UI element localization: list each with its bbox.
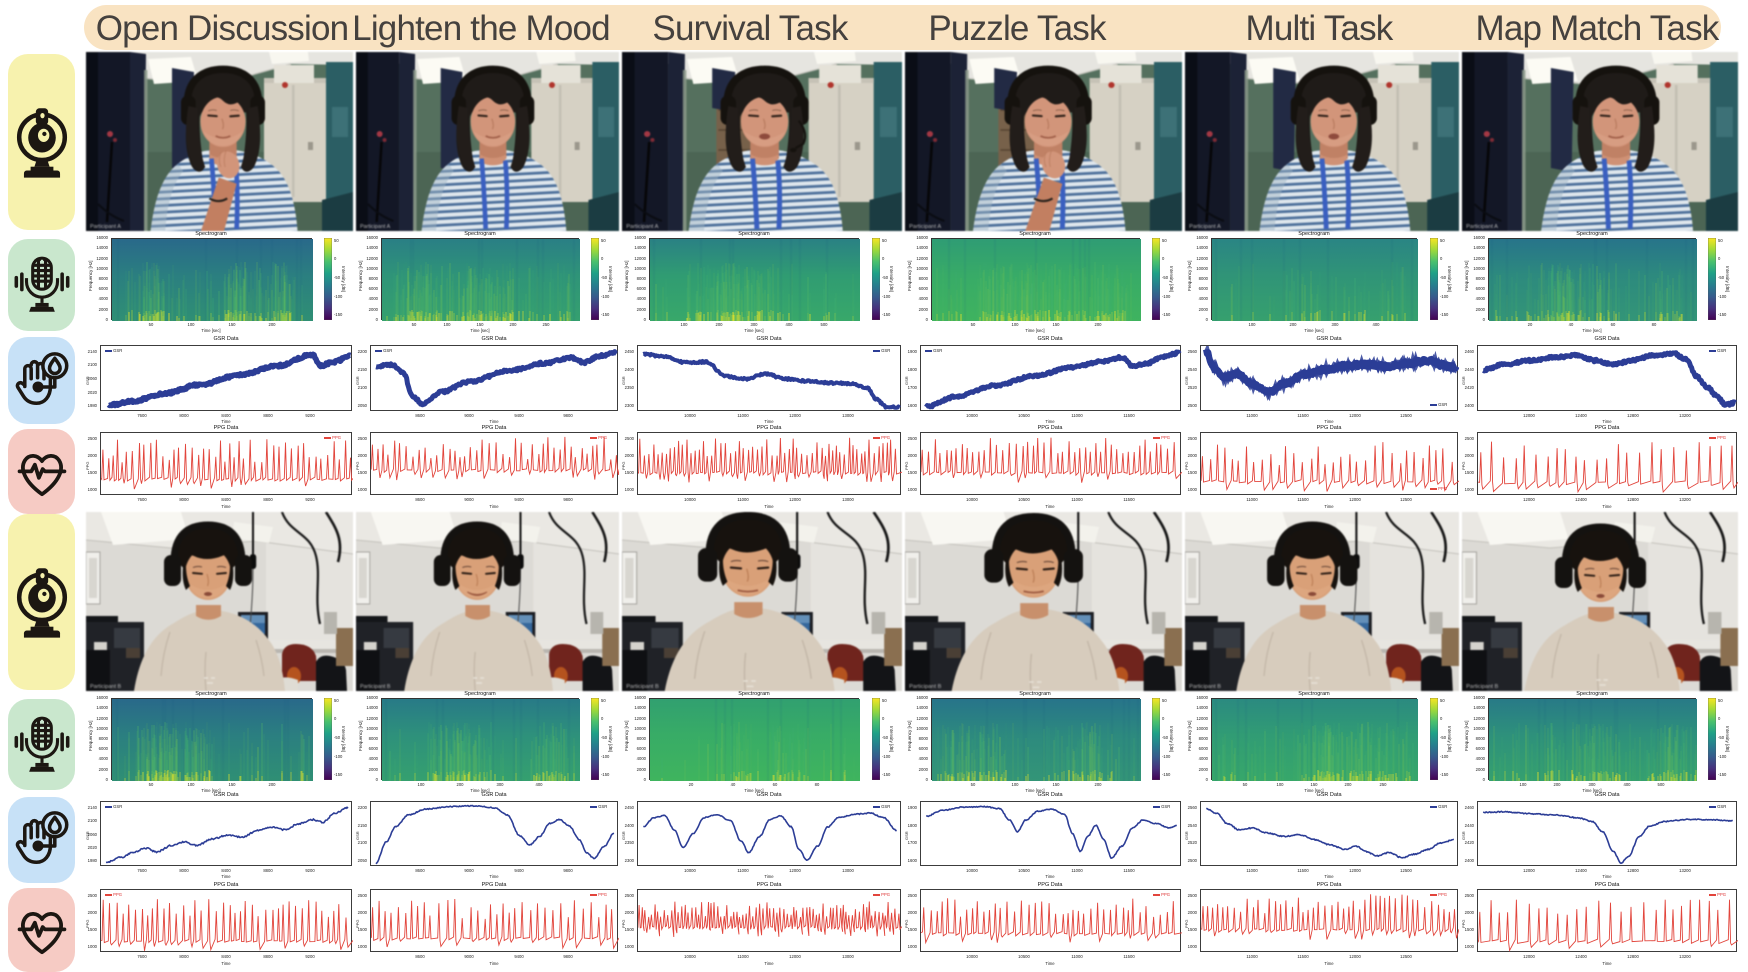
svg-text:Participant A: Participant A: [1189, 224, 1221, 230]
svg-text:Participant A: Participant A: [1466, 224, 1498, 230]
svg-text:Participant A: Participant A: [90, 224, 121, 230]
svg-text:Participant B: Participant B: [1466, 684, 1498, 690]
svg-text:Participant B: Participant B: [626, 684, 659, 690]
svg-text:Participant A: Participant A: [360, 224, 391, 230]
svg-text:Participant B: Participant B: [909, 684, 942, 690]
svg-text:Participant B: Participant B: [90, 684, 122, 690]
svg-text:Participant B: Participant B: [360, 684, 391, 690]
svg-text:Participant A: Participant A: [909, 224, 941, 230]
svg-text:Participant B: Participant B: [1189, 684, 1221, 690]
svg-text:Participant A: Participant A: [626, 224, 659, 230]
